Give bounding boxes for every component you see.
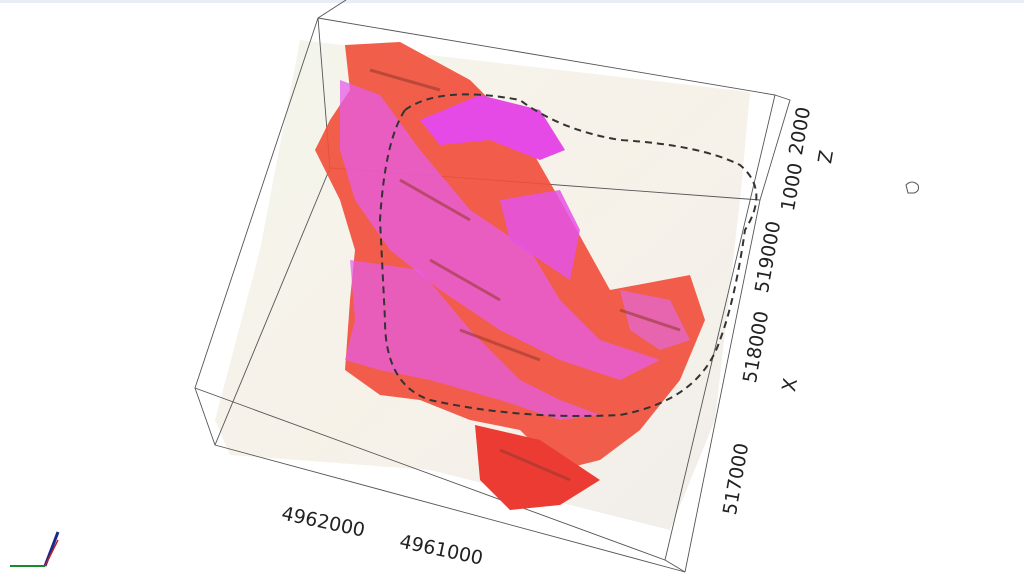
ore-bodies	[315, 42, 705, 510]
z-axis-title: Z	[814, 149, 838, 166]
x-tick-label: 518000	[739, 309, 773, 384]
y-tick-label: 4961000	[398, 531, 485, 570]
orientation-triad	[10, 531, 60, 567]
toolbar-edge	[0, 0, 1024, 3]
x-axis-title: X	[778, 377, 802, 394]
z-tick-label: 1000	[777, 161, 807, 212]
boundary-outline	[378, 93, 758, 417]
x-tick-label: 519000	[751, 219, 785, 294]
y-tick-label: 4962000	[280, 503, 367, 542]
cursor-icon	[905, 181, 919, 194]
z-tick-label: 2000	[785, 105, 815, 156]
x-tick-label: 517000	[719, 441, 753, 516]
